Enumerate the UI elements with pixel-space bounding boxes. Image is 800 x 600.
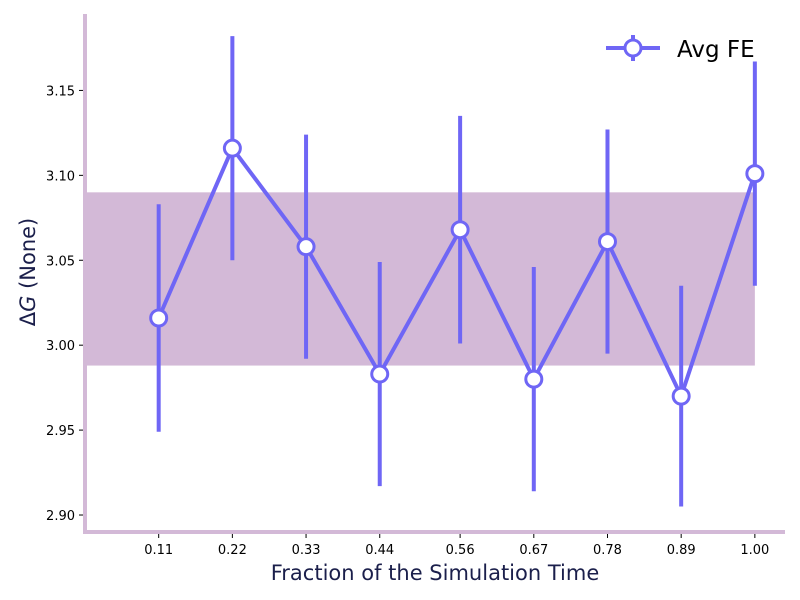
legend-label: Avg FE bbox=[677, 37, 755, 63]
ticks-layer: 0.11 0.22 0.33 0.44 0.56 0.67 0.78 0.89 1.00 2.90… bbox=[46, 84, 769, 558]
legend: Avg FE bbox=[606, 35, 755, 63]
y-tick-label: 3.05 bbox=[46, 254, 75, 269]
x-tick-label: 0.67 bbox=[519, 543, 548, 558]
data-point bbox=[370, 364, 390, 384]
x-tick-label: 0.11 bbox=[144, 543, 173, 558]
data-point bbox=[149, 308, 169, 328]
confidence-band bbox=[85, 192, 755, 366]
legend-swatch-marker bbox=[623, 38, 643, 58]
data-point bbox=[671, 386, 691, 406]
series-layer bbox=[149, 36, 765, 507]
x-tick-label: 0.78 bbox=[593, 543, 622, 558]
x-tick-label: 0.89 bbox=[667, 543, 696, 558]
y-axis-title-symbol: G bbox=[16, 296, 40, 312]
data-point bbox=[450, 220, 470, 240]
data-point bbox=[524, 369, 544, 389]
y-tick-label: 3.15 bbox=[46, 84, 75, 99]
x-tick-label: 0.56 bbox=[446, 543, 475, 558]
confidence-band-layer bbox=[85, 192, 755, 366]
data-point bbox=[597, 232, 617, 252]
y-tick-label: 2.95 bbox=[46, 424, 75, 439]
data-point bbox=[222, 138, 242, 158]
y-axis-title-suffix: (None) bbox=[16, 218, 40, 296]
x-tick-label: 1.00 bbox=[740, 543, 769, 558]
data-point bbox=[296, 237, 316, 257]
y-axis-title-prefix: Δ bbox=[16, 311, 40, 326]
axes-layer bbox=[83, 14, 785, 534]
x-tick-label: 0.44 bbox=[365, 543, 394, 558]
x-axis-title: Fraction of the Simulation Time bbox=[271, 561, 599, 585]
y-tick-label: 2.90 bbox=[46, 509, 75, 524]
y-tick-label: 3.10 bbox=[46, 169, 75, 184]
y-tick-label: 3.00 bbox=[46, 339, 75, 354]
data-point bbox=[745, 164, 765, 184]
x-tick-label: 0.22 bbox=[218, 543, 247, 558]
x-tick-label: 0.33 bbox=[292, 543, 321, 558]
y-axis-title: ΔG (None) bbox=[16, 218, 40, 327]
